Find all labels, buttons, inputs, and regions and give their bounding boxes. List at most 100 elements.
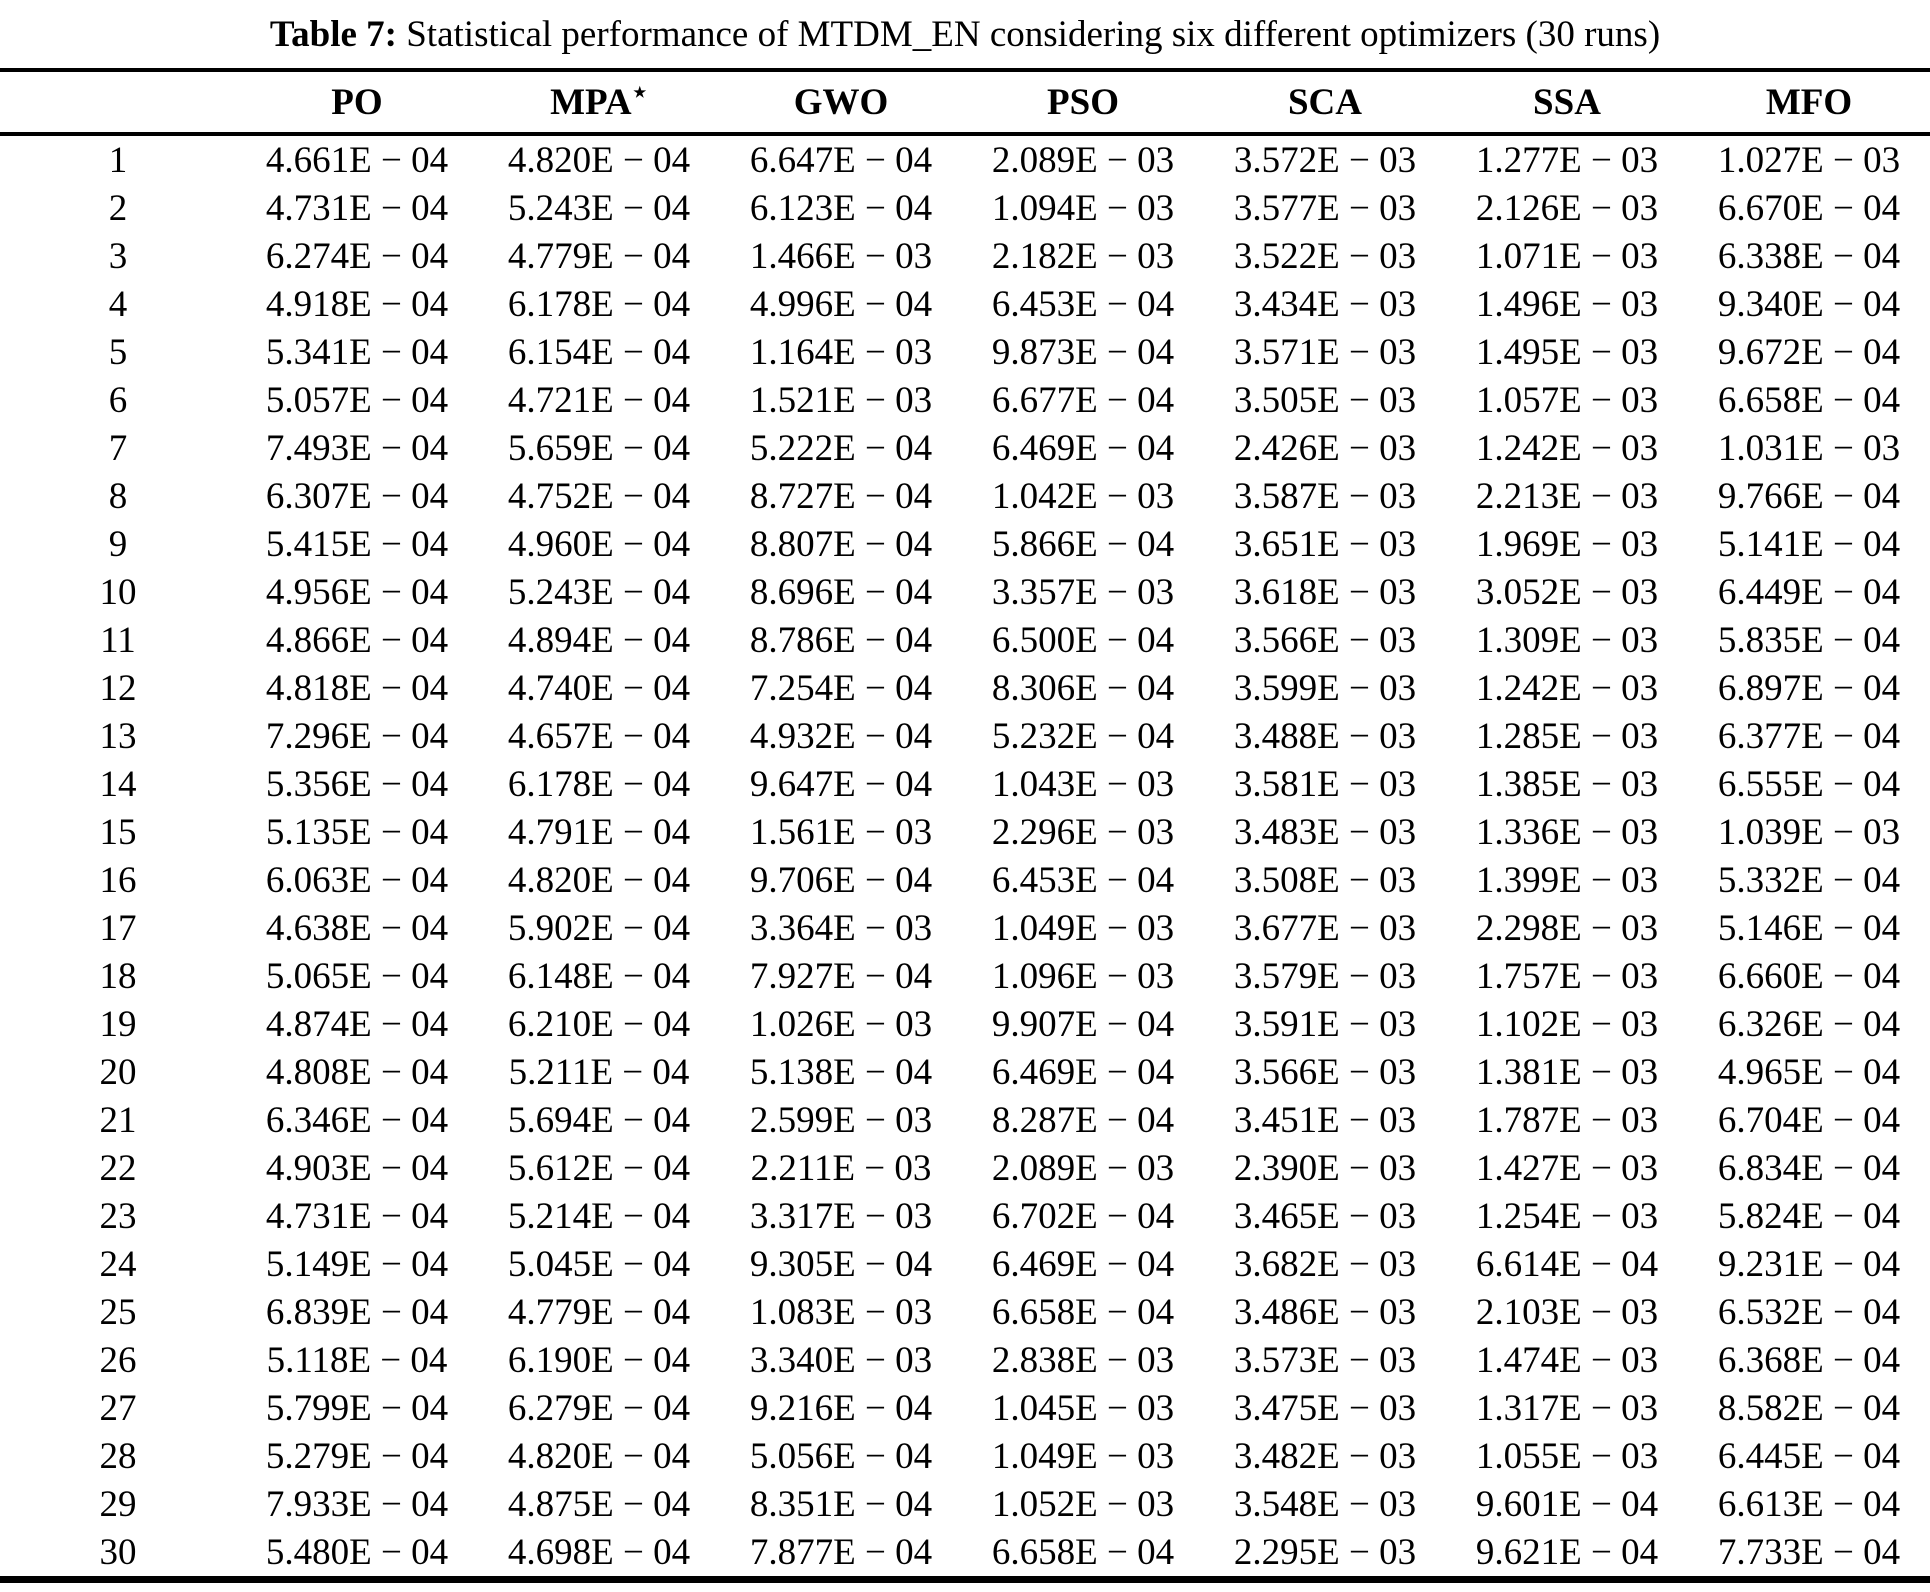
value-cell: 9.672E − 04 — [1717, 331, 1901, 373]
table-row: 2 4.731E − 04 5.243E − 04 6.123E − 04 1.094E… — [0, 184, 1930, 232]
run-number-cell: 3 — [108, 235, 128, 277]
value-cell: 1.057E − 03 — [1475, 379, 1659, 421]
value-cell: 5.356E − 04 — [265, 763, 449, 805]
run-number-cell: 19 — [99, 1003, 137, 1045]
run-number-cell: 8 — [108, 475, 128, 517]
column-header-pso: PSO — [962, 70, 1204, 136]
table-caption-label: Table 7: — [269, 13, 397, 55]
value-cell: 9.601E − 04 — [1475, 1483, 1659, 1525]
value-cell: 6.658E − 04 — [991, 1291, 1175, 1333]
value-cell: 2.426E − 03 — [1233, 427, 1417, 469]
run-number-cell: 20 — [99, 1051, 137, 1093]
table-row: 26 5.118E − 04 6.190E − 04 3.340E − 03 2.838… — [0, 1336, 1930, 1384]
value-cell: 2.211E − 03 — [750, 1147, 932, 1189]
run-number-cell: 21 — [99, 1099, 137, 1141]
value-cell: 5.612E − 04 — [507, 1147, 691, 1189]
value-cell: 3.488E − 03 — [1233, 715, 1417, 757]
value-cell: 3.505E − 03 — [1233, 379, 1417, 421]
value-cell: 8.786E − 04 — [749, 619, 933, 661]
run-number-cell: 1 — [108, 139, 128, 181]
value-cell: 4.965E − 04 — [1717, 1051, 1901, 1093]
value-cell: 4.903E − 04 — [265, 1147, 449, 1189]
value-cell: 6.307E − 04 — [265, 475, 449, 517]
value-cell: 1.466E − 03 — [749, 235, 933, 277]
column-header-gwo: GWO — [720, 70, 962, 136]
value-cell: 4.820E − 04 — [507, 139, 691, 181]
value-cell: 1.042E − 03 — [991, 475, 1175, 517]
value-cell: 4.894E − 04 — [507, 619, 691, 661]
value-cell: 6.178E − 04 — [507, 763, 691, 805]
value-cell: 6.469E − 04 — [991, 427, 1175, 469]
table-row: 7 7.493E − 04 5.659E − 04 5.222E − 04 6.469E… — [0, 424, 1930, 472]
value-cell: 5.480E − 04 — [265, 1531, 449, 1573]
value-cell: 3.052E − 03 — [1475, 571, 1659, 613]
value-cell: 5.866E − 04 — [991, 523, 1175, 565]
run-number-cell: 16 — [99, 859, 137, 901]
table-row: 19 4.874E − 04 6.210E − 04 1.026E − 03 9.907… — [0, 1000, 1930, 1048]
value-cell: 3.618E − 03 — [1233, 571, 1417, 613]
column-header-mpa: MPA⋆ — [478, 70, 720, 136]
table-row: 24 5.149E − 04 5.045E − 04 9.305E − 04 6.469… — [0, 1240, 1930, 1288]
value-cell: 8.696E − 04 — [749, 571, 933, 613]
value-cell: 5.341E − 04 — [265, 331, 449, 373]
run-number-cell: 11 — [100, 619, 136, 661]
value-cell: 3.357E − 03 — [991, 571, 1175, 613]
value-cell: 2.182E − 03 — [991, 235, 1175, 277]
value-cell: 5.118E − 04 — [266, 1339, 448, 1381]
value-cell: 1.242E − 03 — [1475, 427, 1659, 469]
value-cell: 9.305E − 04 — [749, 1243, 933, 1285]
value-cell: 6.326E − 04 — [1717, 1003, 1901, 1045]
value-cell: 5.138E − 04 — [749, 1051, 933, 1093]
value-cell: 7.296E − 04 — [265, 715, 449, 757]
corner-cell — [0, 70, 236, 136]
value-cell: 6.702E − 04 — [991, 1195, 1175, 1237]
value-cell: 7.877E − 04 — [749, 1531, 933, 1573]
table-row: 12 4.818E − 04 4.740E − 04 7.254E − 04 8.306… — [0, 664, 1930, 712]
value-cell: 6.834E − 04 — [1717, 1147, 1901, 1189]
value-cell: 1.495E − 03 — [1475, 331, 1659, 373]
value-cell: 3.483E − 03 — [1233, 811, 1417, 853]
table-row: 3 6.274E − 04 4.779E − 04 1.466E − 03 2.182E… — [0, 232, 1930, 280]
value-cell: 9.231E − 04 — [1717, 1243, 1901, 1285]
value-cell: 6.897E − 04 — [1717, 667, 1901, 709]
value-cell: 1.757E − 03 — [1475, 955, 1659, 997]
value-cell: 2.298E − 03 — [1475, 907, 1659, 949]
value-cell: 3.651E − 03 — [1233, 523, 1417, 565]
value-cell: 4.808E − 04 — [265, 1051, 449, 1093]
value-cell: 6.279E − 04 — [507, 1387, 691, 1429]
value-cell: 4.740E − 04 — [507, 667, 691, 709]
value-cell: 3.577E − 03 — [1233, 187, 1417, 229]
value-cell: 3.475E − 03 — [1233, 1387, 1417, 1429]
run-number-cell: 15 — [99, 811, 137, 853]
run-number-cell: 13 — [99, 715, 137, 757]
value-cell: 8.287E − 04 — [991, 1099, 1175, 1141]
run-number-cell: 6 — [108, 379, 128, 421]
value-cell: 5.824E − 04 — [1717, 1195, 1901, 1237]
value-cell: 5.141E − 04 — [1717, 523, 1901, 565]
value-cell: 6.500E − 04 — [991, 619, 1175, 661]
run-number-cell: 17 — [99, 907, 137, 949]
value-cell: 3.548E − 03 — [1233, 1483, 1417, 1525]
value-cell: 6.469E − 04 — [991, 1051, 1175, 1093]
value-cell: 2.213E − 03 — [1475, 475, 1659, 517]
value-cell: 6.449E − 04 — [1717, 571, 1901, 613]
value-cell: 5.243E − 04 — [507, 187, 691, 229]
column-header-sca: SCA — [1204, 70, 1446, 136]
value-cell: 2.089E − 03 — [991, 139, 1175, 181]
value-cell: 7.927E − 04 — [749, 955, 933, 997]
value-cell: 4.731E − 04 — [265, 187, 449, 229]
value-cell: 6.123E − 04 — [749, 187, 933, 229]
value-cell: 9.647E − 04 — [749, 763, 933, 805]
value-cell: 2.599E − 03 — [749, 1099, 933, 1141]
table-row: 11 4.866E − 04 4.894E − 04 8.786E − 04 6.500… — [0, 616, 1930, 664]
value-cell: 1.317E − 03 — [1475, 1387, 1659, 1429]
value-cell: 6.453E − 04 — [991, 283, 1175, 325]
value-cell: 5.149E − 04 — [265, 1243, 449, 1285]
table-row: 9 5.415E − 04 4.960E − 04 8.807E − 04 5.866E… — [0, 520, 1930, 568]
value-cell: 9.706E − 04 — [749, 859, 933, 901]
value-cell: 1.049E − 03 — [991, 907, 1175, 949]
table-row: 14 5.356E − 04 6.178E − 04 9.647E − 04 1.043… — [0, 760, 1930, 808]
column-header-ssa: SSA — [1446, 70, 1688, 136]
value-cell: 3.572E − 03 — [1233, 139, 1417, 181]
table-row: 27 5.799E − 04 6.279E − 04 9.216E − 04 1.045… — [0, 1384, 1930, 1432]
